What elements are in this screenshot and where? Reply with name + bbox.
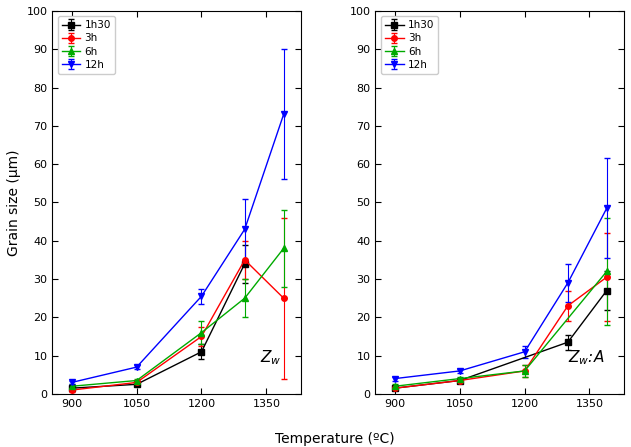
Legend: 1h30, 3h, 6h, 12h: 1h30, 3h, 6h, 12h bbox=[380, 16, 439, 74]
Text: $Z_w$: $Z_w$ bbox=[259, 348, 281, 367]
Text: $Z_w$:A: $Z_w$:A bbox=[568, 348, 604, 367]
Text: Temperature (ºC): Temperature (ºC) bbox=[274, 431, 394, 446]
Legend: 1h30, 3h, 6h, 12h: 1h30, 3h, 6h, 12h bbox=[57, 16, 115, 74]
Y-axis label: Grain size (μm): Grain size (μm) bbox=[7, 149, 21, 256]
